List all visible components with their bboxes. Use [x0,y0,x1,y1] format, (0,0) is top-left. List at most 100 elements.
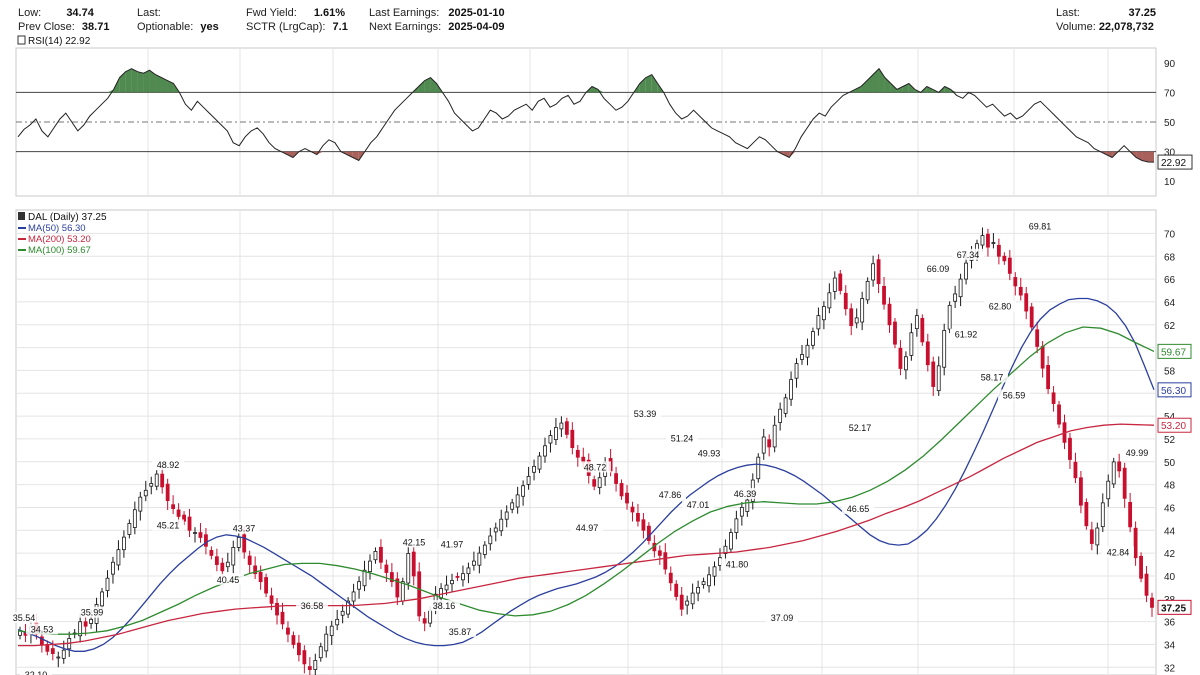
rsi-tick-label: 70 [1164,88,1176,99]
price-candle-body [778,408,783,423]
price-annotation-bg [296,599,328,611]
price-candle-body [154,473,159,487]
price-annotation-bg [228,522,260,534]
price-annotation: 35.54 [13,613,36,623]
price-candle-body [646,525,651,541]
price-candle-body [357,581,361,590]
price-candle-body [231,547,236,566]
price-candle-body [1002,255,1007,262]
price-candle-body [1079,477,1083,506]
rsi-tick-label: 50 [1164,118,1176,129]
last-earnings-value: 2025-01-10 [448,7,505,19]
price-candle-body [838,273,843,291]
price-annotation-bg [152,519,184,531]
price-candle-body [280,611,285,625]
rsi-overbought-fill [161,77,168,93]
price-candle-body [914,315,919,330]
price-candle-body [887,303,892,326]
price-candle-body [236,537,241,548]
price-candle-body [362,569,367,587]
price-candle-body [400,581,405,602]
price-candle-body [789,379,793,400]
price-candle-body [964,262,968,280]
last-price-label: 37.25 [1161,603,1186,614]
price-candle-body [991,242,996,244]
price-candle-body [422,618,427,624]
price-candle-body [264,577,268,594]
rsi-overbought-fill [896,86,903,93]
price-candle-body [302,650,307,665]
price-tick-label: 52 [1164,435,1176,446]
price-candle-body [690,592,695,605]
rsi-overbought-fill [651,74,658,93]
price-candle-body [417,571,422,617]
price-candle-body [313,660,318,670]
price-annotation: 34.53 [31,624,54,634]
price-tick-label: 66 [1164,275,1176,286]
price-candle-body [182,514,186,522]
price-candle-body [986,233,990,248]
price-candle-body [559,422,564,430]
prev-close-row: Prev Close: 38.71 [18,21,109,33]
rsi-title-icon [17,35,26,45]
ma50-line [17,297,1155,652]
price-candle-body [920,317,925,343]
price-candle-body [116,549,121,566]
price-annotation: 48.72 [584,462,607,472]
price-candle-body [1089,529,1094,544]
price-candle-body [811,331,815,346]
price-candle-body [909,332,914,356]
price-candle-body [455,576,460,578]
price-candle-body [707,574,711,587]
price-candle-body [947,304,952,330]
price-annotation-bg [654,489,686,501]
rsi-overbought-fill [639,77,646,93]
price-candle-body [291,635,296,645]
next-earnings-label: Next Earnings: [369,21,442,33]
rsi-oversold-fill [783,151,790,158]
price-candle-body [132,509,137,528]
price-candle-body [783,397,788,414]
ma100-line-value-box [1157,343,1192,359]
price-candle-body [832,277,837,292]
fwd-yield-label: Fwd Yield: [246,7,297,19]
rsi-overbought-fill [861,80,868,93]
price-candle-body [630,506,635,513]
rsi-overbought-fill [155,74,162,93]
price-annotation: 35.99 [81,608,104,618]
rsi-overbought-fill [430,77,437,93]
price-annotation-bg [729,487,761,499]
price-tick-label: 70 [1164,229,1176,240]
price-candle-body [1073,461,1078,479]
prev-close-value: 38.71 [81,21,110,33]
fwd-yield-row: Fwd Yield: 1.61% [246,7,345,19]
price-candle-body [198,532,203,538]
price-candle-body [406,553,411,584]
price-candle-body [368,560,372,573]
price-title: DAL (Daily) 37.25 [28,212,107,223]
price-annotation-bg [428,599,460,611]
price-candle-body [1084,502,1089,527]
sctr-label: SCTR (LrgCap): [246,21,326,33]
price-candle-body [1122,467,1127,499]
ma100-line-legend-label: MA(100) 59.67 [28,245,91,256]
price-annotation-bg [721,558,753,570]
price-candle-body [849,308,854,327]
price-annotation: 41.80 [726,559,749,569]
rsi-overbought-fill [591,86,598,93]
price-candle-body [1150,597,1154,608]
price-candle-body [942,330,947,368]
rsi-overbought-fill [125,68,132,93]
price-candle-body [1100,502,1105,528]
price-candle-body [242,534,247,553]
price-candle-body [379,546,383,563]
price-candle-body [657,550,662,556]
price-annotation: 38.16 [433,601,456,611]
ma200-line-value-box [1157,417,1192,433]
price-annotation: 62.80 [989,302,1012,312]
price-annotation: 41.97 [441,539,464,549]
price-annotation-bg [1102,546,1134,558]
price-candle-body [61,649,66,659]
price-annotation-bg [398,536,430,548]
